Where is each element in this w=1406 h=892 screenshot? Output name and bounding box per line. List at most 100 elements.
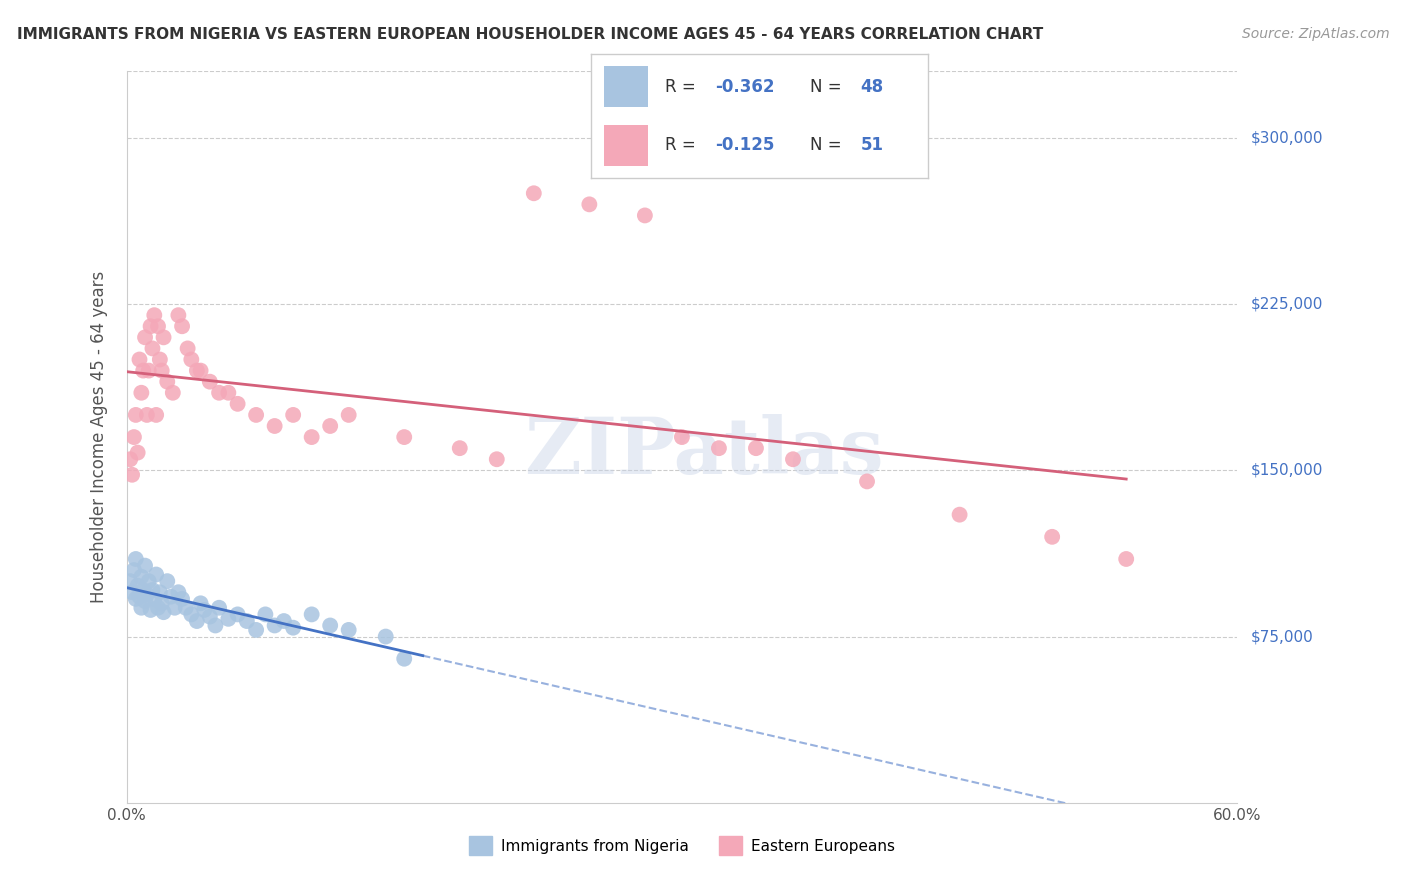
Point [856, 475, 879, 489]
Point [226, 397, 249, 411]
Point [319, 419, 342, 434]
Point [167, 585, 190, 599]
Point [301, 430, 323, 444]
FancyBboxPatch shape [605, 125, 648, 166]
Point [190, 363, 212, 377]
Point [120, 452, 142, 467]
Point [149, 352, 172, 367]
Text: $150,000: $150,000 [1251, 463, 1323, 478]
Point [281, 408, 304, 422]
Point [245, 408, 267, 422]
Text: $75,000: $75,000 [1251, 629, 1315, 644]
Point [394, 430, 416, 444]
Point [198, 609, 221, 624]
Point [217, 385, 239, 400]
Point [145, 408, 167, 422]
Text: $300,000: $300,000 [1251, 130, 1323, 145]
Point [217, 612, 239, 626]
Point [121, 585, 143, 599]
Text: R =: R = [665, 136, 700, 153]
Text: -0.125: -0.125 [716, 136, 775, 153]
Point [160, 590, 183, 604]
Point [167, 308, 190, 322]
Point [1115, 552, 1137, 566]
Point [578, 197, 600, 211]
Point [135, 408, 157, 422]
Point [139, 603, 162, 617]
Point [208, 385, 231, 400]
Point [120, 574, 142, 589]
Point [374, 630, 396, 644]
Point [146, 600, 169, 615]
Point [125, 591, 148, 606]
Point [337, 623, 360, 637]
Point [263, 419, 285, 434]
Point [226, 607, 249, 622]
Point [263, 618, 285, 632]
Point [122, 430, 145, 444]
Point [319, 618, 342, 632]
Point [122, 563, 145, 577]
Point [301, 607, 323, 622]
Point [1040, 530, 1063, 544]
Point [132, 363, 155, 377]
Point [180, 352, 202, 367]
Text: 51: 51 [860, 136, 883, 153]
Point [281, 621, 304, 635]
Point [131, 570, 153, 584]
Point [193, 603, 215, 617]
Point [208, 600, 231, 615]
Text: ZIPatlas: ZIPatlas [524, 414, 884, 490]
Point [145, 567, 167, 582]
Point [131, 385, 153, 400]
Text: IMMIGRANTS FROM NIGERIA VS EASTERN EUROPEAN HOUSEHOLDER INCOME AGES 45 - 64 YEAR: IMMIGRANTS FROM NIGERIA VS EASTERN EUROP… [17, 27, 1043, 42]
Point [128, 352, 150, 367]
Point [141, 342, 163, 356]
Point [152, 330, 174, 344]
Point [337, 408, 360, 422]
Point [254, 607, 277, 622]
Point [204, 618, 226, 632]
Point [146, 319, 169, 334]
Legend: Immigrants from Nigeria, Eastern Europeans: Immigrants from Nigeria, Eastern Europea… [463, 830, 901, 861]
Point [198, 375, 221, 389]
Point [176, 342, 198, 356]
Point [132, 582, 155, 597]
Text: R =: R = [665, 78, 700, 96]
Point [121, 467, 143, 482]
Point [671, 430, 693, 444]
Point [131, 600, 153, 615]
Point [125, 408, 148, 422]
Text: N =: N = [810, 136, 846, 153]
Y-axis label: Householder Income Ages 45 - 64 years: Householder Income Ages 45 - 64 years [90, 271, 108, 603]
Point [186, 614, 208, 628]
Point [138, 574, 160, 589]
Point [162, 385, 184, 400]
Point [139, 319, 162, 334]
Point [134, 330, 156, 344]
FancyBboxPatch shape [605, 66, 648, 107]
Point [180, 607, 202, 622]
Text: $225,000: $225,000 [1251, 297, 1323, 311]
Point [707, 441, 730, 455]
Point [150, 363, 173, 377]
Point [138, 363, 160, 377]
Point [634, 209, 657, 223]
Point [172, 591, 194, 606]
Point [127, 578, 149, 592]
Point [128, 590, 150, 604]
Point [143, 308, 166, 322]
Point [143, 591, 166, 606]
Point [245, 623, 267, 637]
Point [236, 614, 259, 628]
Point [172, 319, 194, 334]
Text: 48: 48 [860, 78, 883, 96]
Point [273, 614, 295, 628]
Point [156, 375, 179, 389]
Point [149, 585, 172, 599]
Point [394, 651, 416, 665]
Point [190, 596, 212, 610]
Point [134, 558, 156, 573]
Point [150, 596, 173, 610]
Point [523, 186, 546, 201]
